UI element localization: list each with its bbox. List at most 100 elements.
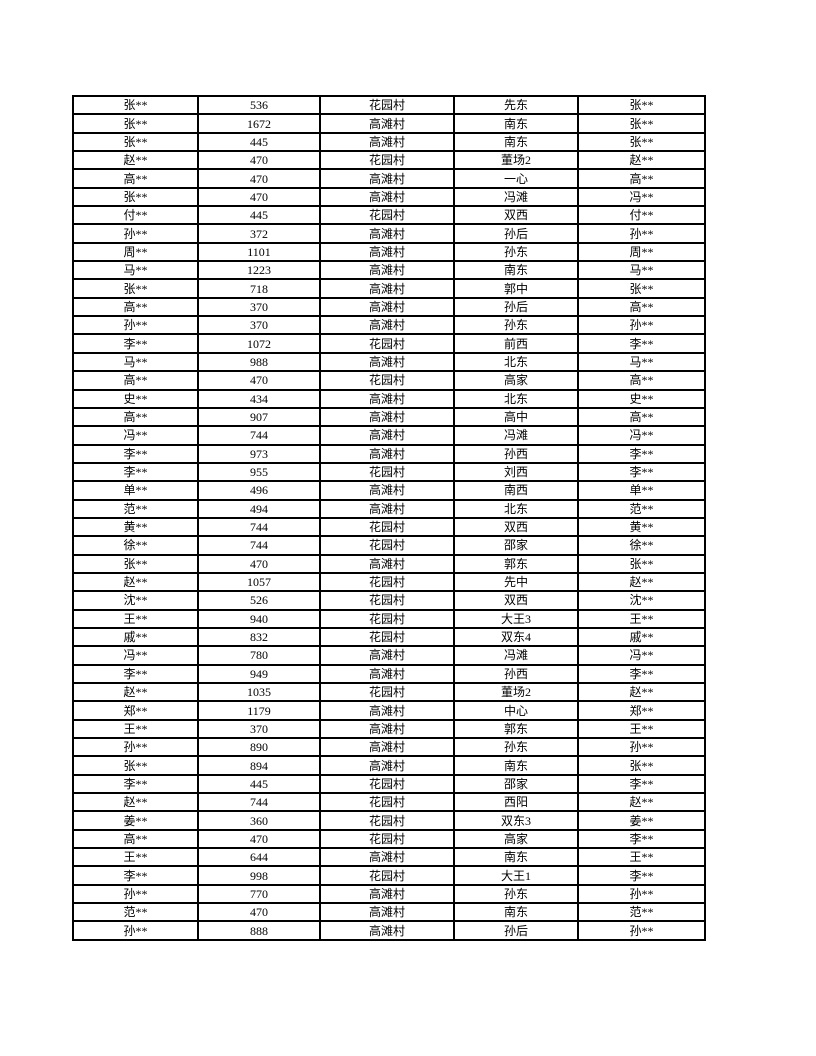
- table-cell: 李**: [577, 333, 706, 354]
- table-row: 李** 1072 花园村 前西 李**: [72, 333, 706, 354]
- table-cell: 花园村: [319, 150, 455, 171]
- table-cell: 832: [197, 626, 321, 648]
- table-cell: 西阳: [453, 792, 579, 813]
- table-cell: 高滩村: [319, 351, 455, 373]
- table-cell: 张**: [72, 186, 199, 208]
- table-row: 冯** 780 高滩村 冯滩 冯**: [72, 645, 706, 666]
- table-cell: 孙**: [577, 883, 706, 905]
- table-cell: 李**: [577, 461, 706, 483]
- table-cell: 郭东: [453, 718, 579, 740]
- table-cell: 744: [197, 425, 321, 446]
- table-cell: 范**: [577, 902, 706, 923]
- table-cell: 北东: [453, 351, 579, 373]
- table-row: 张** 1672 高滩村 南东 张**: [72, 113, 706, 134]
- table-cell: 孙后: [453, 296, 579, 318]
- table-row: 郑** 1179 高滩村 中心 郑**: [72, 700, 706, 721]
- table-row: 孙** 888 高滩村 孙后 孙**: [72, 920, 706, 941]
- table-row: 李** 955 花园村 刘西 李**: [72, 461, 706, 483]
- table-cell: 高**: [72, 828, 199, 850]
- table-cell: 冯滩: [453, 425, 579, 446]
- table-cell: 刘西: [453, 461, 579, 483]
- table-cell: 张**: [72, 94, 199, 116]
- table-cell: 先中: [453, 571, 579, 593]
- table-cell: 940: [197, 608, 321, 629]
- table-cell: 高滩村: [319, 223, 455, 244]
- table-cell: 1179: [197, 700, 321, 721]
- table-cell: 花园村: [319, 865, 455, 886]
- table-cell: 马**: [577, 260, 706, 281]
- table-cell: 郑**: [72, 700, 199, 721]
- table-cell: 冯滩: [453, 645, 579, 666]
- table-cell: 冯**: [577, 425, 706, 446]
- table-cell: 1223: [197, 260, 321, 281]
- table-cell: 高滩村: [319, 737, 455, 758]
- table-cell: 赵**: [577, 681, 706, 703]
- table-cell: 494: [197, 498, 321, 519]
- table-cell: 高家: [453, 370, 579, 391]
- table-cell: 周**: [72, 241, 199, 263]
- table-cell: 高滩村: [319, 755, 455, 776]
- table-cell: 史**: [72, 388, 199, 409]
- table-cell: 郑**: [577, 700, 706, 721]
- table-cell: 孙东: [453, 883, 579, 905]
- table-cell: 高**: [72, 168, 199, 189]
- table-cell: 大王1: [453, 865, 579, 886]
- table-cell: 孙**: [577, 920, 706, 941]
- table-row: 张** 894 高滩村 南东 张**: [72, 755, 706, 776]
- table-cell: 高滩村: [319, 260, 455, 281]
- table-cell: 370: [197, 718, 321, 740]
- table-cell: 1057: [197, 571, 321, 593]
- table-cell: 前西: [453, 333, 579, 354]
- table-cell: 郭东: [453, 553, 579, 574]
- table-cell: 姜**: [72, 810, 199, 831]
- table-row: 史** 434 高滩村 北东 史**: [72, 388, 706, 409]
- table-row: 范** 494 高滩村 北东 范**: [72, 498, 706, 519]
- table-cell: 南东: [453, 131, 579, 153]
- table-cell: 单**: [577, 480, 706, 501]
- table-cell: 孙东: [453, 241, 579, 263]
- table-cell: 付**: [72, 205, 199, 226]
- table-cell: 徐**: [72, 535, 199, 556]
- table-cell: 1072: [197, 333, 321, 354]
- table-cell: 496: [197, 480, 321, 501]
- table-row: 孙** 370 高滩村 孙东 孙**: [72, 315, 706, 336]
- table-cell: 370: [197, 296, 321, 318]
- table-row: 张** 718 高滩村 郭中 张**: [72, 278, 706, 299]
- table-cell: 高滩村: [319, 168, 455, 189]
- table-cell: 张**: [577, 131, 706, 153]
- table-cell: 高**: [577, 370, 706, 391]
- table-cell: 998: [197, 865, 321, 886]
- table-cell: 434: [197, 388, 321, 409]
- table-cell: 1101: [197, 241, 321, 263]
- table-row: 王** 370 高滩村 郭东 王**: [72, 718, 706, 740]
- table-cell: 孙东: [453, 737, 579, 758]
- table-cell: 高**: [577, 296, 706, 318]
- table-row: 高** 470 花园村 高家 李**: [72, 828, 706, 850]
- table-cell: 孙东: [453, 315, 579, 336]
- table-cell: 大王3: [453, 608, 579, 629]
- table-cell: 470: [197, 553, 321, 574]
- table-cell: 徐**: [577, 535, 706, 556]
- table-cell: 南东: [453, 113, 579, 134]
- table-cell: 董场2: [453, 150, 579, 171]
- table-cell: 445: [197, 131, 321, 153]
- table-row: 李** 949 高滩村 孙西 李**: [72, 663, 706, 685]
- table-row: 付** 445 花园村 双西 付**: [72, 205, 706, 226]
- table-cell: 单**: [72, 480, 199, 501]
- table-cell: 邵家: [453, 773, 579, 795]
- table-cell: 戚**: [72, 626, 199, 648]
- table-cell: 双西: [453, 205, 579, 226]
- table-cell: 高滩村: [319, 480, 455, 501]
- table-row: 李** 445 花园村 邵家 李**: [72, 773, 706, 795]
- table-cell: 高滩村: [319, 847, 455, 868]
- table-cell: 高滩村: [319, 425, 455, 446]
- table-cell: 高滩村: [319, 131, 455, 153]
- table-cell: 赵**: [577, 792, 706, 813]
- table-cell: 中心: [453, 700, 579, 721]
- table-cell: 赵**: [72, 681, 199, 703]
- table-cell: 907: [197, 406, 321, 428]
- table-cell: 花园村: [319, 333, 455, 354]
- table-cell: 孙**: [72, 315, 199, 336]
- table-row: 马** 1223 高滩村 南东 马**: [72, 260, 706, 281]
- table-cell: 冯**: [72, 425, 199, 446]
